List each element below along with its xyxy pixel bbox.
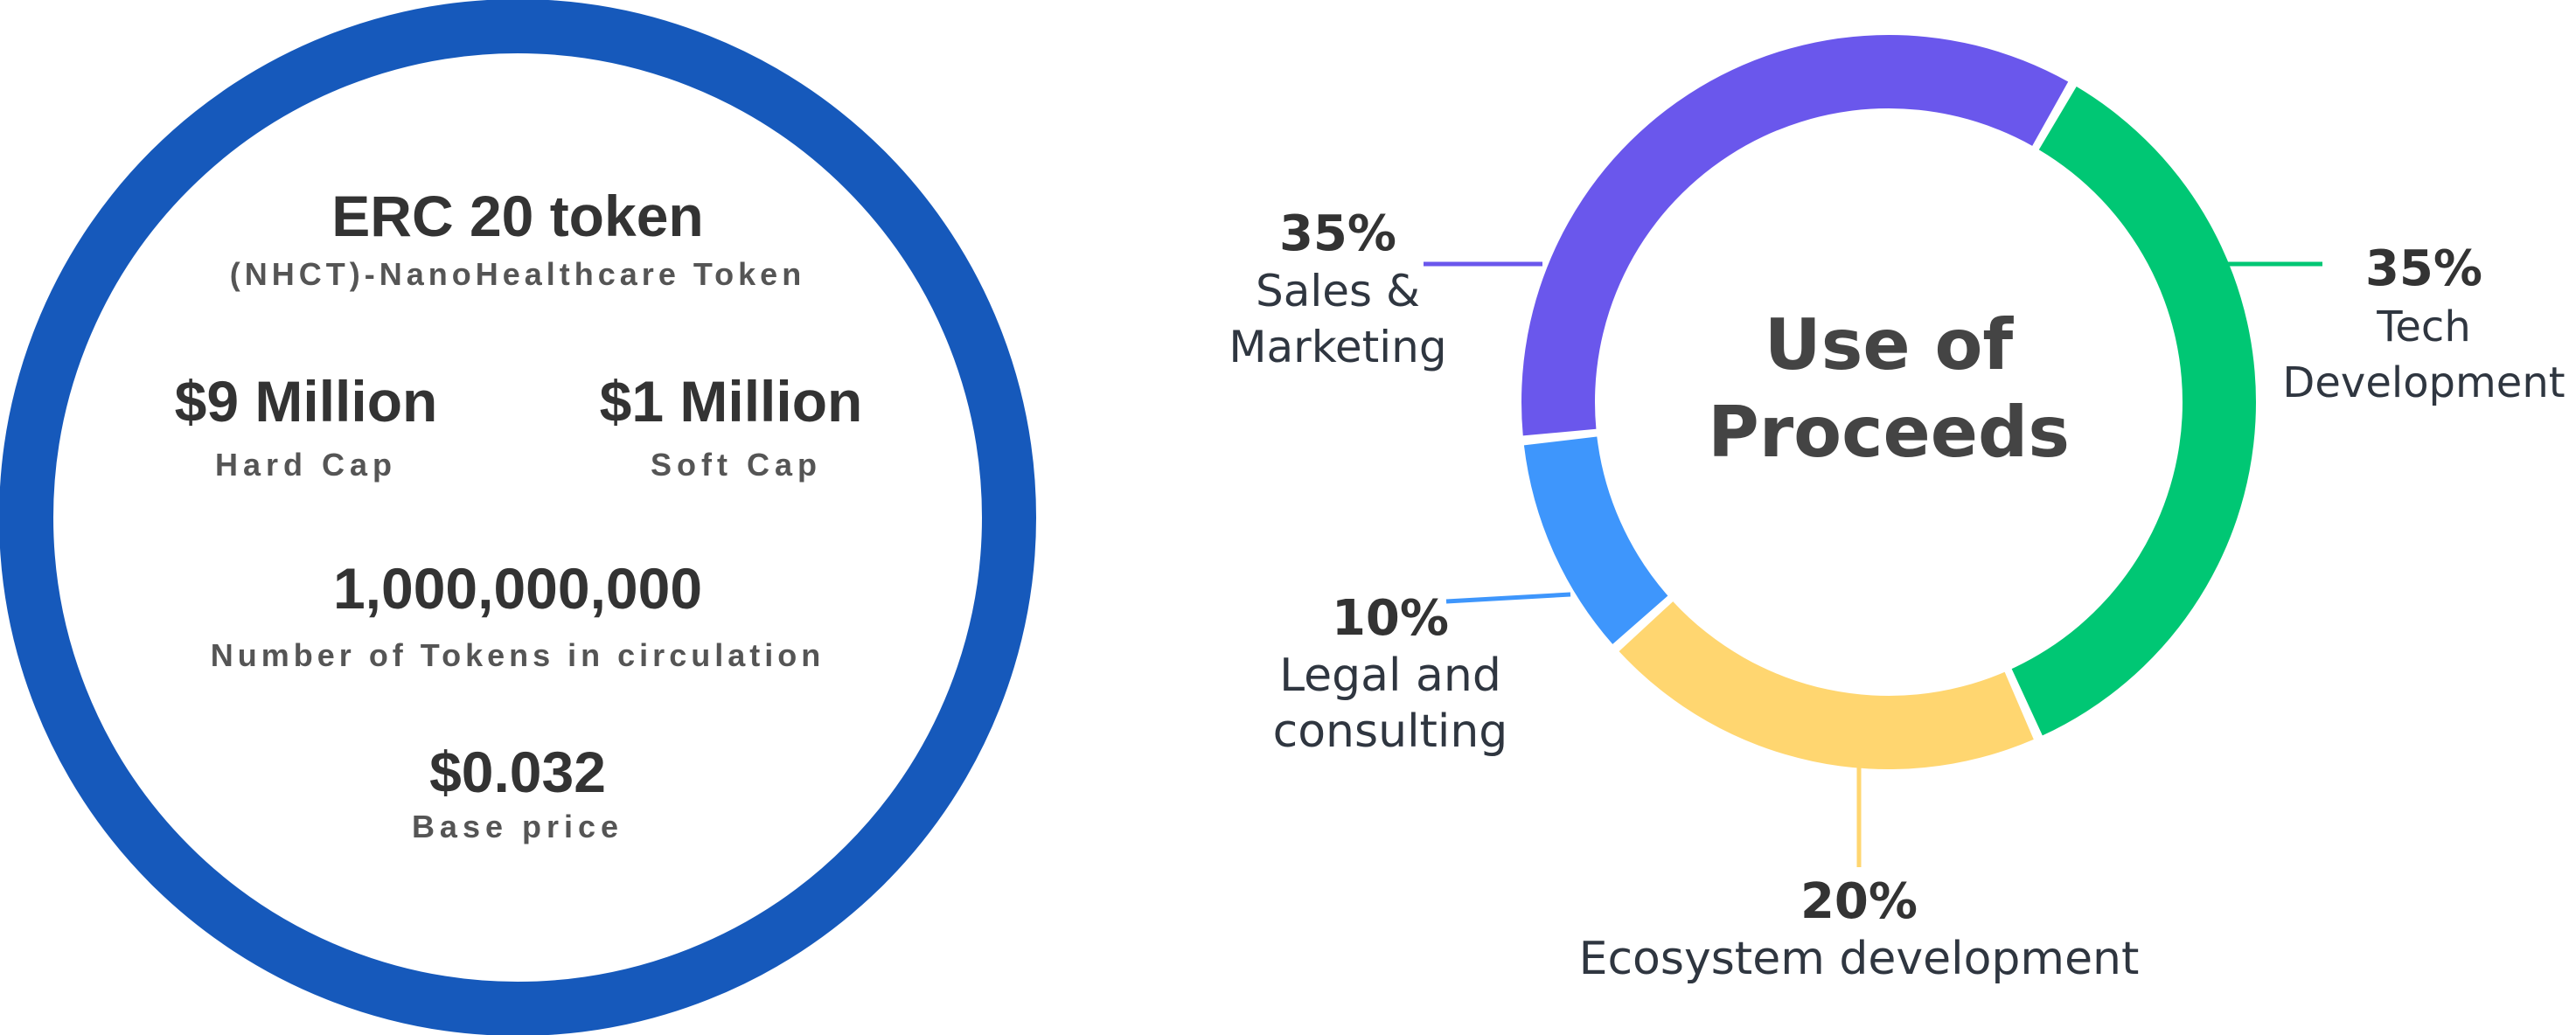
- token-subtitle: (NHCT)-NanoHealthcare Token: [230, 256, 805, 292]
- donut-category-label-3-line-2: consulting: [1273, 705, 1508, 758]
- soft-cap-label: Soft Cap: [651, 447, 822, 483]
- token-info-panel: ERC 20 token (NHCT)-NanoHealthcare Token…: [0, 0, 1036, 1035]
- donut-leader-line-3: [1445, 592, 1571, 604]
- donut-title-line-2: Proceeds: [1708, 392, 2070, 473]
- donut-value-label-1: 35%: [2365, 240, 2482, 297]
- donut-value-label-4: 35%: [1279, 205, 1396, 262]
- base-price-value: $0.032: [429, 740, 606, 804]
- token-supply-label: Number of Tokens in circulation: [211, 637, 825, 673]
- donut-category-label-1-line-1: Tech: [2376, 302, 2471, 351]
- donut-value-label-2: 20%: [1800, 873, 1918, 930]
- donut-category-label-1-line-2: Development: [2282, 358, 2565, 407]
- token-info-ring: [0, 0, 1036, 1035]
- donut-category-label-4-line-1: Sales &: [1256, 266, 1420, 316]
- hard-cap-label: Hard Cap: [215, 447, 397, 483]
- hard-cap-value: $9 Million: [175, 369, 438, 434]
- donut-value-label-3: 10%: [1332, 590, 1449, 647]
- base-price-label: Base price: [412, 809, 623, 844]
- donut-center-title: Use of Proceeds: [1708, 304, 2070, 473]
- soft-cap-value: $1 Million: [600, 369, 863, 434]
- use-of-proceeds-donut: [1521, 34, 2256, 770]
- token-supply-value: 1,000,000,000: [333, 556, 702, 621]
- donut-category-label-4-line-2: Marketing: [1229, 322, 1446, 372]
- donut-labels: 35% Tech Development 20%Ecosystem developme…: [1229, 205, 2565, 985]
- token-title: ERC 20 token: [331, 184, 703, 248]
- donut-slice-1: [2011, 87, 2256, 736]
- donut-slice-2: [1619, 601, 2034, 770]
- donut-category-label-3-line-1: Legal and: [1279, 649, 1501, 702]
- donut-title-line-1: Use of: [1765, 304, 2015, 386]
- donut-category-label-2-line-1: Ecosystem development: [1579, 933, 2140, 985]
- donut-slice-4: [1521, 34, 2069, 436]
- donut-slice-3: [1523, 436, 1668, 644]
